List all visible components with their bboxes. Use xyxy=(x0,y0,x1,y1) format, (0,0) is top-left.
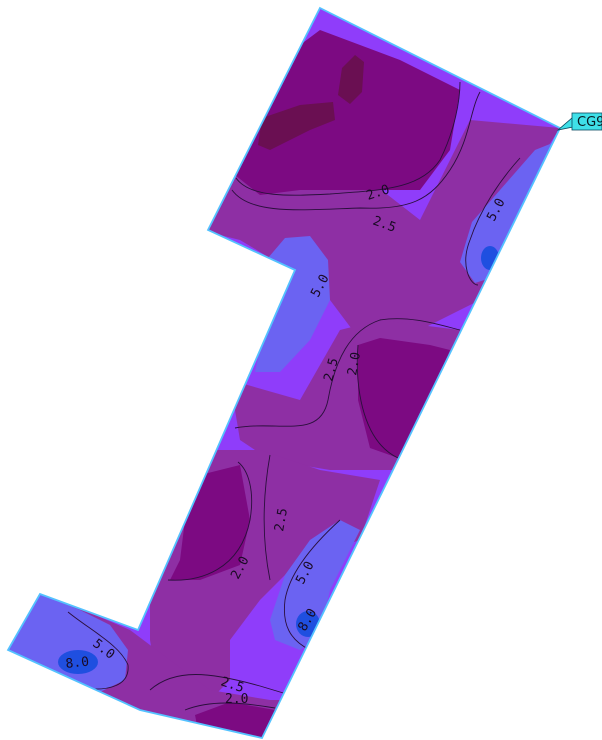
slab-outline xyxy=(6,6,562,740)
region-tag-box xyxy=(571,112,602,131)
contour-5.0-right xyxy=(465,157,521,286)
band-5.0-8.0-right xyxy=(460,140,560,283)
band-below-2.0-middle xyxy=(358,338,450,458)
contour-2.0-bottom xyxy=(184,702,276,711)
contour-label: 2.0 xyxy=(365,182,392,204)
region-tag[interactable]: CG9 xyxy=(556,112,602,131)
contour-5.0-lower xyxy=(283,519,341,651)
contour-label: 2.5 xyxy=(219,675,246,697)
band-5.0-8.0-lower xyxy=(270,520,360,650)
contour-label: 2.0 xyxy=(345,351,364,377)
contour-2.0-middle xyxy=(356,344,399,459)
band-below-2.0-left xyxy=(170,465,250,580)
band-above-8.0-bottom-left xyxy=(58,650,98,674)
band-lowest-2 xyxy=(338,55,364,104)
contour-label: 2.5 xyxy=(272,507,291,533)
contour-2.5-lower xyxy=(263,454,271,581)
band-below-2.0-top xyxy=(235,30,460,195)
contour-2.0-top xyxy=(235,81,461,196)
band-lowest-1 xyxy=(258,102,335,150)
contour-label: 8.0 xyxy=(65,655,90,672)
contour-2.0-lower xyxy=(167,461,253,581)
contour-label: 2.0 xyxy=(225,692,248,707)
contour-2.5-top xyxy=(231,91,481,211)
contour-5.0-bottom-left xyxy=(67,611,129,690)
region-tag-label: CG9 xyxy=(577,115,602,130)
contour-label: 2.5 xyxy=(321,356,342,383)
contour-2.5-middle xyxy=(234,318,461,429)
